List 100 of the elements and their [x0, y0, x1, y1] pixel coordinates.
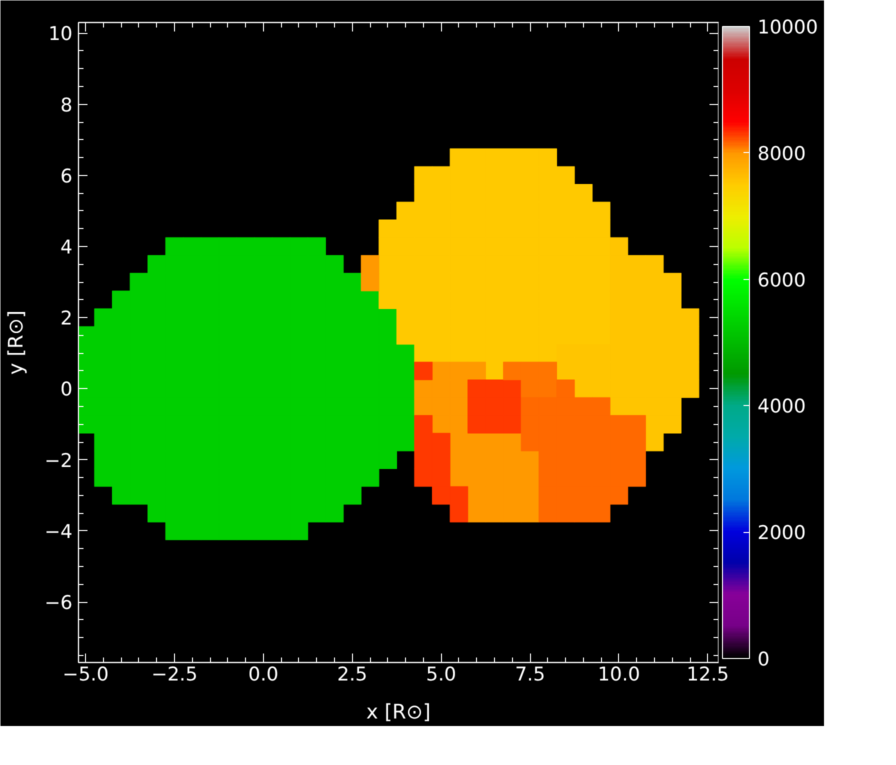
point — [628, 415, 646, 434]
point — [610, 486, 628, 505]
y-tick-label: 4 — [60, 236, 73, 258]
point — [628, 397, 646, 416]
point — [556, 504, 575, 522]
point — [628, 432, 646, 452]
point — [556, 380, 575, 398]
point — [503, 362, 522, 380]
point — [610, 237, 628, 256]
x-axis-title: x [R⊙] — [366, 700, 431, 724]
point — [556, 362, 575, 380]
point — [680, 380, 700, 398]
point — [432, 450, 450, 470]
point — [414, 380, 433, 398]
point — [520, 432, 540, 452]
point — [538, 486, 558, 505]
point — [645, 272, 664, 292]
point — [450, 397, 468, 416]
point — [610, 255, 628, 274]
point — [503, 397, 522, 416]
point — [520, 486, 540, 505]
point — [556, 397, 575, 416]
y-tick-label: −4 — [44, 520, 73, 543]
x-tick-label: 10.0 — [598, 664, 640, 686]
point — [520, 468, 540, 487]
point — [520, 380, 540, 398]
point — [503, 380, 522, 398]
point — [432, 415, 450, 434]
color-bar-label: 4000 — [758, 396, 806, 418]
point — [520, 362, 540, 380]
point — [663, 415, 682, 434]
point — [680, 362, 700, 380]
y-tick-label: 2 — [60, 308, 73, 330]
point — [663, 290, 682, 310]
point — [574, 362, 593, 380]
point — [468, 432, 486, 452]
y-tick-label: 6 — [60, 165, 73, 188]
point — [628, 450, 646, 470]
point — [414, 397, 433, 416]
point — [645, 415, 664, 434]
point — [468, 380, 486, 398]
x-tick-label: 12.5 — [686, 664, 729, 686]
y-tick-label: 10 — [48, 23, 73, 46]
point — [574, 397, 593, 416]
point — [468, 362, 486, 380]
point — [414, 415, 433, 434]
point — [450, 504, 468, 522]
point — [360, 255, 380, 274]
point — [680, 344, 700, 362]
point — [503, 450, 522, 470]
x-tick-label: 5.0 — [426, 664, 456, 686]
point — [520, 504, 540, 522]
point — [432, 362, 450, 380]
point — [414, 362, 433, 380]
color-bar-label: 6000 — [758, 269, 806, 292]
y-tick-label: 0 — [60, 378, 73, 401]
color-bar-label: 8000 — [758, 142, 806, 165]
point — [450, 450, 468, 470]
color-bar-label: 10000 — [758, 16, 818, 38]
point — [432, 380, 450, 398]
point — [610, 380, 628, 398]
point — [468, 415, 486, 434]
point — [680, 326, 700, 345]
point — [538, 450, 558, 470]
point — [503, 415, 522, 434]
x-tick-label: −2.5 — [151, 664, 198, 686]
point — [520, 415, 540, 434]
point — [450, 380, 468, 398]
x-tick-label: −5.0 — [62, 664, 109, 686]
point — [538, 504, 558, 522]
point — [610, 468, 628, 487]
y-axis-title: y [R⊙] — [3, 310, 28, 375]
point — [468, 397, 486, 416]
point — [450, 415, 468, 434]
x-tick-label: 0.0 — [248, 664, 278, 686]
point — [468, 468, 486, 487]
point — [468, 486, 486, 505]
point — [610, 415, 628, 434]
point — [432, 486, 450, 505]
point — [538, 432, 558, 452]
point — [574, 380, 593, 398]
x-tick-label: 7.5 — [514, 664, 546, 686]
x-tick-label: 2.5 — [337, 664, 368, 686]
point — [468, 504, 486, 522]
point — [360, 272, 380, 292]
point — [485, 504, 504, 522]
y-tick-label: −6 — [44, 592, 73, 614]
point — [538, 362, 558, 380]
point — [628, 468, 646, 487]
point — [592, 504, 610, 522]
point — [432, 397, 450, 416]
point — [645, 255, 664, 274]
point — [432, 468, 450, 487]
point — [628, 255, 646, 274]
point — [663, 308, 682, 327]
point — [663, 380, 682, 398]
point — [520, 397, 540, 416]
point — [556, 344, 575, 362]
color-bar-label: 2000 — [758, 522, 806, 544]
point — [414, 450, 433, 470]
